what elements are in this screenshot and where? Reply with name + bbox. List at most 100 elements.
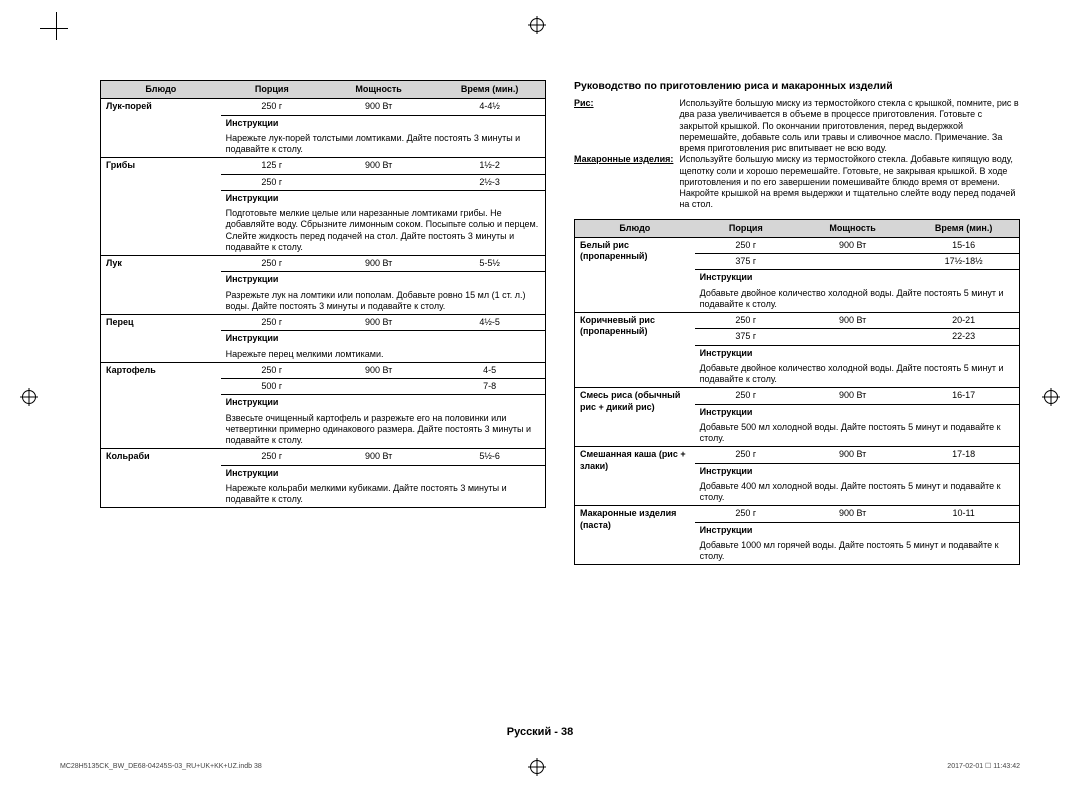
columns: БлюдоПорцияМощностьВремя (мин.)Лук-порей…	[100, 80, 1020, 565]
instructions-heading: Инструкции	[221, 465, 546, 481]
instructions-heading: Инструкции	[221, 115, 546, 131]
col-header: Блюдо	[575, 219, 695, 237]
cell: 250 г	[695, 388, 797, 404]
instructions-heading: Инструкции	[221, 272, 546, 288]
print-info-right: 2017-02-01 ☐ 11:43:42	[947, 762, 1020, 770]
cell: 250 г	[221, 449, 323, 465]
intro-block: Рис:Используйте большую миску из термост…	[574, 98, 1020, 211]
instructions-text: Нарежьте перец мелкими ломтиками.	[221, 347, 546, 363]
dish-name: Перец	[101, 315, 221, 363]
dish-name: Лук	[101, 256, 221, 315]
registration-mark-icon	[530, 760, 544, 774]
cell	[323, 174, 434, 190]
cell: 900 Вт	[797, 388, 908, 404]
print-info-left: MC28H5135CK_BW_DE68-04245S-03_RU+UK+KK+U…	[60, 763, 262, 770]
cell: 15-16	[908, 237, 1019, 253]
registration-mark-icon	[1044, 390, 1058, 404]
instructions-text: Добавьте двойное количество холодной вод…	[695, 286, 1020, 313]
intro-text: Используйте большую миску из термостойко…	[679, 154, 1020, 210]
col-header: Мощность	[797, 219, 908, 237]
cell: 250 г	[695, 447, 797, 463]
crop-mark	[56, 12, 57, 40]
cell: 10-11	[908, 506, 1019, 522]
instructions-heading: Инструкции	[695, 463, 1020, 479]
cell: 7-8	[434, 379, 545, 395]
instructions-text: Добавьте 1000 мл горячей воды. Дайте пос…	[695, 538, 1020, 565]
cell: 250 г	[221, 362, 323, 378]
dish-name: Картофель	[101, 362, 221, 449]
cell: 5½-6	[434, 449, 545, 465]
cell: 250 г	[221, 174, 323, 190]
cell: 900 Вт	[323, 99, 434, 115]
dish-name: Грибы	[101, 158, 221, 256]
col-header: Время (мин.)	[908, 219, 1019, 237]
section-title: Руководство по приготовлению риса и мака…	[574, 80, 1020, 92]
cell: 4½-5	[434, 315, 545, 331]
col-header: Время (мин.)	[434, 81, 545, 99]
intro-text: Используйте большую миску из термостойко…	[679, 98, 1020, 154]
instructions-heading: Инструкции	[695, 345, 1020, 361]
dish-name: Белый рис (пропаренный)	[575, 237, 695, 312]
cell: 250 г	[221, 315, 323, 331]
cell: 22-23	[908, 329, 1019, 345]
page: БлюдоПорцияМощностьВремя (мин.)Лук-порей…	[0, 0, 1080, 792]
cell: 500 г	[221, 379, 323, 395]
dish-name: Кольраби	[101, 449, 221, 508]
cell: 900 Вт	[323, 315, 434, 331]
right-column: Руководство по приготовлению риса и мака…	[574, 80, 1020, 565]
registration-mark-icon	[530, 18, 544, 32]
intro-key: Макаронные изделия:	[574, 154, 673, 210]
dish-name: Макаронные изделия (паста)	[575, 506, 695, 565]
cell: 900 Вт	[323, 449, 434, 465]
cell: 900 Вт	[323, 158, 434, 174]
dish-name: Смесь риса (обычный рис + дикий рис)	[575, 388, 695, 447]
dish-name: Смешанная каша (рис + злаки)	[575, 447, 695, 506]
instructions-heading: Инструкции	[221, 331, 546, 347]
cell	[323, 379, 434, 395]
cell: 900 Вт	[797, 506, 908, 522]
instructions-text: Взвесьте очищенный картофель и разрежьте…	[221, 411, 546, 449]
instructions-heading: Инструкции	[221, 190, 546, 206]
cell: 375 г	[695, 254, 797, 270]
cell: 4-5	[434, 362, 545, 378]
page-footer: Русский - 38	[0, 726, 1080, 738]
instructions-text: Добавьте 400 мл холодной воды. Дайте пос…	[695, 479, 1020, 506]
col-header: Мощность	[323, 81, 434, 99]
cell: 17-18	[908, 447, 1019, 463]
cell	[797, 329, 908, 345]
cell: 17½-18½	[908, 254, 1019, 270]
instructions-heading: Инструкции	[695, 404, 1020, 420]
registration-mark-icon	[22, 390, 36, 404]
dish-name: Лук-порей	[101, 99, 221, 158]
instructions-text: Нарежьте кольраби мелкими кубиками. Дайт…	[221, 481, 546, 508]
instructions-text: Добавьте 500 мл холодной воды. Дайте пос…	[695, 420, 1020, 447]
cell: 900 Вт	[323, 256, 434, 272]
instructions-text: Нарежьте лук-порей толстыми ломтиками. Д…	[221, 131, 546, 158]
cell: 250 г	[695, 237, 797, 253]
cell: 2½-3	[434, 174, 545, 190]
dish-name: Коричневый рис (пропаренный)	[575, 313, 695, 388]
cooking-table-right: БлюдоПорцияМощностьВремя (мин.)Белый рис…	[574, 219, 1020, 566]
cell: 4-4½	[434, 99, 545, 115]
instructions-heading: Инструкции	[695, 522, 1020, 538]
cell: 250 г	[221, 99, 323, 115]
cell: 20-21	[908, 313, 1019, 329]
cell: 900 Вт	[797, 313, 908, 329]
cell: 125 г	[221, 158, 323, 174]
cell: 900 Вт	[797, 237, 908, 253]
cooking-table-left: БлюдоПорцияМощностьВремя (мин.)Лук-порей…	[100, 80, 546, 508]
cell: 1½-2	[434, 158, 545, 174]
cell: 250 г	[695, 313, 797, 329]
cell	[797, 254, 908, 270]
cell: 900 Вт	[323, 362, 434, 378]
cell: 900 Вт	[797, 447, 908, 463]
cell: 5-5½	[434, 256, 545, 272]
instructions-text: Подготовьте мелкие целые или нарезанные …	[221, 206, 546, 256]
cell: 250 г	[695, 506, 797, 522]
intro-key: Рис:	[574, 98, 673, 154]
left-column: БлюдоПорцияМощностьВремя (мин.)Лук-порей…	[100, 80, 546, 565]
cell: 375 г	[695, 329, 797, 345]
instructions-text: Добавьте двойное количество холодной вод…	[695, 361, 1020, 388]
instructions-heading: Инструкции	[695, 270, 1020, 286]
cell: 16-17	[908, 388, 1019, 404]
